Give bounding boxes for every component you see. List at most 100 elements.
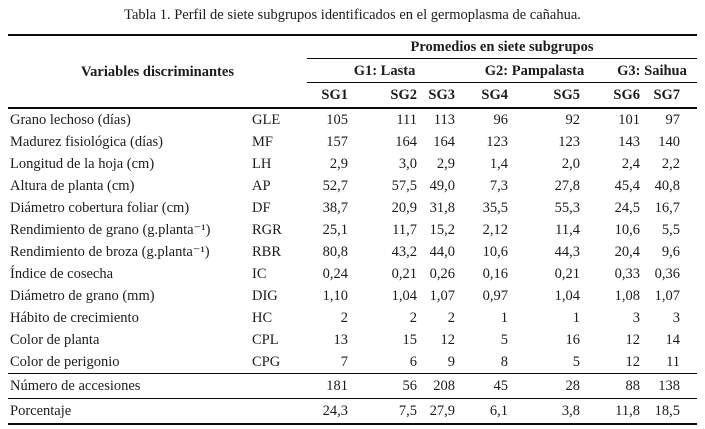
cell: 57,5 (391, 178, 417, 195)
cell: 123 (558, 134, 580, 151)
table-row: Altura de planta (cm) AP 52,7 57,5 49,0 … (8, 175, 697, 197)
row-abbr: AP (252, 178, 271, 195)
cell: 3 (672, 310, 681, 327)
span-header: Promedios en siete subgrupos (307, 35, 698, 60)
cell: 3,8 (530, 398, 607, 425)
cell: 16 (565, 332, 581, 349)
cell: 1,08 (614, 288, 640, 305)
summary-row-percentage: Porcentaje 24,3 7,5 27,9 6,1 3,8 11,8 18… (8, 398, 698, 425)
cell: 52,7 (322, 178, 348, 195)
row-abbr: CPG (252, 354, 281, 371)
group-header-g3: G3: Saihua (607, 58, 698, 84)
table-row: Color de perigonio CPG 7 6 9 8 5 12 11 (8, 351, 697, 374)
cell: 164 (433, 134, 455, 151)
cell: 88 (607, 373, 652, 399)
table-row: Color de planta CPL 13 15 12 5 16 12 14 (8, 329, 697, 351)
cell: 208 (425, 373, 462, 399)
subgroup-header-sg7: SG7 (652, 82, 698, 110)
cell: 14 (665, 332, 681, 349)
row-abbr: RGR (252, 222, 282, 239)
cell: 2,4 (621, 156, 640, 173)
cell: 44,0 (429, 244, 455, 261)
cell: 1 (572, 310, 580, 327)
cell: 1,10 (322, 288, 348, 305)
cell: 40,8 (654, 178, 681, 195)
cell: 11,7 (392, 222, 417, 239)
cell: 16,7 (654, 200, 681, 217)
header-row-span: Variables discriminantes Promedios en si… (8, 35, 698, 110)
cell: 12 (625, 332, 641, 349)
row-abbr: CPL (252, 332, 279, 349)
cell: 55,3 (554, 200, 580, 217)
row-label: Rendimiento de broza (g.planta⁻¹) (10, 244, 210, 261)
row-label: Altura de planta (cm) (10, 178, 135, 195)
cell: 45 (462, 373, 530, 399)
cell: 56 (368, 373, 425, 399)
cell: 43,2 (391, 244, 417, 261)
header-row-groups: G1: Lasta G2: Pampalasta G3: Saihua (8, 58, 698, 84)
row-label: Madurez fisiológica (días) (10, 134, 164, 151)
cell: 0,21 (554, 266, 580, 283)
cell: 15,2 (429, 222, 455, 239)
table-body: Grano lechoso (días) GLE 105 111 113 96 … (8, 108, 698, 425)
table-header: Variables discriminantes Promedios en si… (8, 35, 698, 110)
row-abbr: DF (252, 200, 271, 217)
table-row: Diámetro de grano (mm) DIG 1,10 1,04 1,0… (8, 285, 697, 307)
cell: 2,0 (561, 156, 580, 173)
table-row: Grano lechoso (días) GLE 105 111 113 96 … (8, 108, 697, 131)
cell: 7,3 (489, 178, 508, 195)
cell: 10,6 (614, 222, 640, 239)
row-label: Longitud de la hoja (cm) (10, 156, 155, 173)
cell: 12 (625, 354, 641, 371)
cell: 2 (340, 310, 348, 327)
cell: 5,5 (661, 222, 681, 239)
cell: 20,9 (391, 200, 417, 217)
cell: 105 (326, 112, 348, 129)
row-abbr: DIG (252, 288, 278, 305)
cell: 1,4 (489, 156, 508, 173)
row-label: Rendimiento de grano (g.planta⁻¹) (10, 222, 211, 239)
row-abbr: MF (252, 134, 273, 151)
cell: 0,21 (391, 266, 417, 283)
cell: 1 (500, 310, 508, 327)
cell: 24,3 (307, 398, 368, 425)
row-abbr: LH (252, 156, 272, 173)
cell: 28 (530, 373, 607, 399)
cell: 80,8 (322, 244, 348, 261)
cell: 15 (402, 332, 418, 349)
cell: 111 (396, 112, 417, 129)
cell: 44,3 (554, 244, 580, 261)
cell: 11 (666, 354, 681, 371)
subgroup-header-sg6: SG6 (607, 82, 652, 110)
table-row: Rendimiento de grano (g.planta⁻¹) RGR 25… (8, 219, 697, 241)
cell: 35,5 (482, 200, 508, 217)
cell: 3 (632, 310, 640, 327)
cell: 157 (326, 134, 348, 151)
cell: 1,04 (391, 288, 417, 305)
subgroup-header-sg1: SG1 (307, 82, 368, 110)
cell: 45,4 (614, 178, 640, 195)
cell: 101 (618, 112, 640, 129)
cell: 96 (493, 112, 509, 129)
cell: 0,33 (614, 266, 640, 283)
header-row-subgroups: SG1 SG2 SG3 SG4 SG5 SG6 SG7 (8, 82, 698, 110)
table-row: Hábito de crecimiento HC 2 2 2 1 1 3 3 (8, 307, 697, 329)
cell: 7,5 (368, 398, 425, 425)
cell: 140 (658, 134, 681, 151)
cell: 2,2 (661, 156, 681, 173)
table-caption: Tabla 1. Perfil de siete subgrupos ident… (124, 7, 581, 23)
cell: 18,5 (652, 398, 698, 425)
cell: 3,0 (398, 156, 417, 173)
cell: 2,9 (436, 156, 455, 173)
subgroup-header-sg4: SG4 (462, 82, 530, 110)
subgroup-header-sg5: SG5 (530, 82, 607, 110)
cell: 24,5 (614, 200, 640, 217)
row-label: Hábito de crecimiento (10, 310, 139, 327)
row-label: Número de accesiones (8, 373, 307, 399)
cell: 13 (333, 332, 349, 349)
cell: 38,7 (322, 200, 348, 217)
cell: 5 (500, 332, 508, 349)
cell: 97 (665, 112, 681, 129)
cell: 2,12 (482, 222, 508, 239)
cell: 7 (340, 354, 348, 371)
